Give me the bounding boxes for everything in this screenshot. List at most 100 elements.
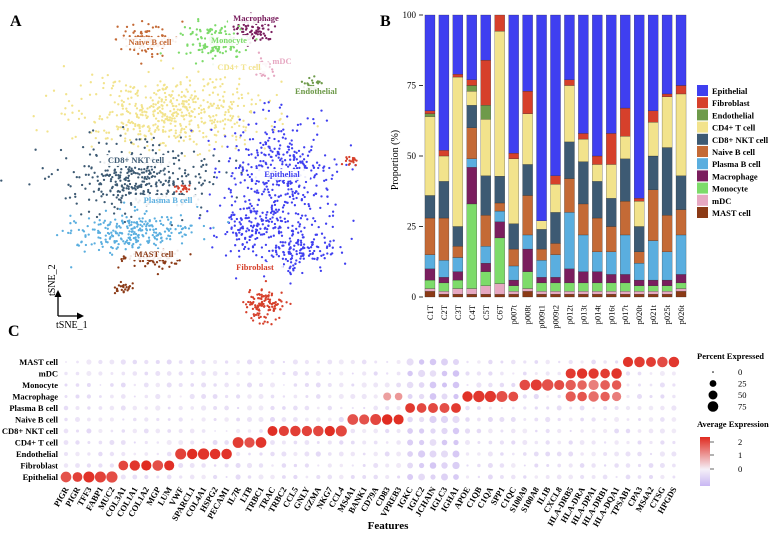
tsne-point bbox=[225, 171, 228, 174]
dot bbox=[577, 391, 587, 402]
tsne-point bbox=[208, 93, 211, 97]
bar-segment-macrophage bbox=[634, 279, 645, 286]
dot bbox=[110, 383, 114, 387]
tsne-point bbox=[111, 246, 114, 250]
tsne-point bbox=[181, 105, 185, 108]
tsne-point bbox=[259, 38, 262, 41]
tsne-point bbox=[256, 312, 259, 315]
tsne-point bbox=[122, 201, 126, 204]
tsne-point bbox=[264, 117, 267, 120]
tsne-point bbox=[161, 28, 164, 31]
tsne-point bbox=[262, 181, 265, 184]
tsne-point bbox=[172, 192, 175, 196]
tsne-point bbox=[75, 175, 78, 179]
tsne-point bbox=[212, 154, 215, 157]
dot bbox=[75, 371, 80, 376]
tsne-point bbox=[202, 44, 205, 47]
tsne-point bbox=[117, 174, 120, 177]
tsne-point bbox=[122, 34, 125, 37]
tsne-point bbox=[70, 229, 73, 232]
tsne-point bbox=[130, 233, 133, 237]
dot bbox=[213, 359, 218, 365]
dot bbox=[213, 406, 218, 410]
tsne-point bbox=[313, 75, 316, 78]
tsne-point bbox=[140, 185, 143, 189]
tsne-point bbox=[287, 188, 290, 191]
dot bbox=[615, 360, 619, 364]
tsne-point bbox=[176, 112, 180, 116]
tsne-point bbox=[303, 146, 306, 149]
tsne-point bbox=[139, 113, 142, 116]
tsne-point bbox=[125, 109, 129, 113]
dot bbox=[373, 405, 379, 411]
dot bbox=[110, 372, 114, 375]
tsne-point bbox=[280, 291, 283, 294]
dot bbox=[462, 391, 473, 402]
dot-row-label-epithelial: Epithelial bbox=[23, 472, 59, 482]
dot bbox=[429, 393, 437, 400]
tsne-point bbox=[128, 112, 132, 115]
tsne-point bbox=[221, 95, 225, 98]
tsne-point bbox=[280, 103, 283, 106]
tsne-point bbox=[250, 204, 253, 208]
dot bbox=[246, 462, 253, 469]
tsne-point bbox=[232, 32, 236, 35]
tsne-point bbox=[175, 105, 178, 108]
tsne-point bbox=[161, 107, 164, 110]
bar-segment-epithelial bbox=[424, 14, 436, 112]
tsne-point bbox=[237, 83, 241, 86]
tsne-point bbox=[191, 98, 194, 101]
tsne-point bbox=[168, 93, 171, 97]
tsne-point bbox=[305, 166, 308, 170]
dot bbox=[258, 359, 264, 365]
tsne-point bbox=[121, 103, 124, 106]
bar-segment-cd4-t-cell bbox=[452, 76, 464, 227]
tsne-point bbox=[172, 108, 176, 111]
dot bbox=[508, 391, 519, 402]
bar-segment-macrophage bbox=[424, 268, 436, 281]
dot bbox=[488, 440, 493, 445]
legend-swatch-naive-b-cell bbox=[697, 146, 708, 157]
tsne-point bbox=[256, 154, 260, 157]
dot bbox=[305, 475, 309, 479]
tsne-point bbox=[118, 94, 121, 98]
tsne-point bbox=[144, 138, 147, 141]
tsne-point bbox=[263, 320, 266, 323]
tsne-point bbox=[287, 226, 290, 229]
color-legend-label: 2 bbox=[738, 437, 742, 447]
tsne-point bbox=[238, 221, 241, 224]
tsne-point bbox=[90, 243, 93, 246]
bar-segment-epithelial bbox=[522, 14, 533, 92]
dot bbox=[429, 462, 437, 469]
tsne-point bbox=[140, 30, 143, 34]
dot bbox=[603, 418, 607, 421]
tsne-point bbox=[180, 111, 184, 114]
tsne-point bbox=[288, 142, 292, 145]
dot bbox=[156, 452, 160, 456]
tsne-point bbox=[129, 90, 132, 93]
dot bbox=[178, 360, 183, 364]
tsne-point bbox=[136, 91, 139, 94]
tsne-point bbox=[161, 34, 164, 37]
bar-p017t bbox=[620, 14, 631, 298]
size-legend-label: 75 bbox=[738, 402, 747, 412]
tsne-point bbox=[352, 219, 355, 222]
tsne-point bbox=[70, 266, 73, 269]
bar-segment-macrophage bbox=[480, 263, 491, 272]
tsne-point bbox=[277, 130, 280, 133]
tsne-point bbox=[272, 74, 276, 77]
tsne-point bbox=[284, 193, 287, 196]
dot bbox=[244, 437, 255, 448]
tsne-point bbox=[185, 190, 189, 193]
tsne-point bbox=[312, 166, 316, 169]
dot bbox=[304, 359, 309, 365]
dot bbox=[109, 405, 115, 411]
tsne-point bbox=[311, 257, 314, 260]
tsne-point bbox=[197, 173, 201, 176]
tsne-point bbox=[255, 130, 258, 134]
tsne-point bbox=[86, 224, 89, 228]
tsne-point bbox=[159, 241, 162, 244]
tsne-point bbox=[131, 246, 134, 249]
bar-segment-epithelial bbox=[661, 14, 673, 95]
tsne-point bbox=[299, 257, 302, 260]
